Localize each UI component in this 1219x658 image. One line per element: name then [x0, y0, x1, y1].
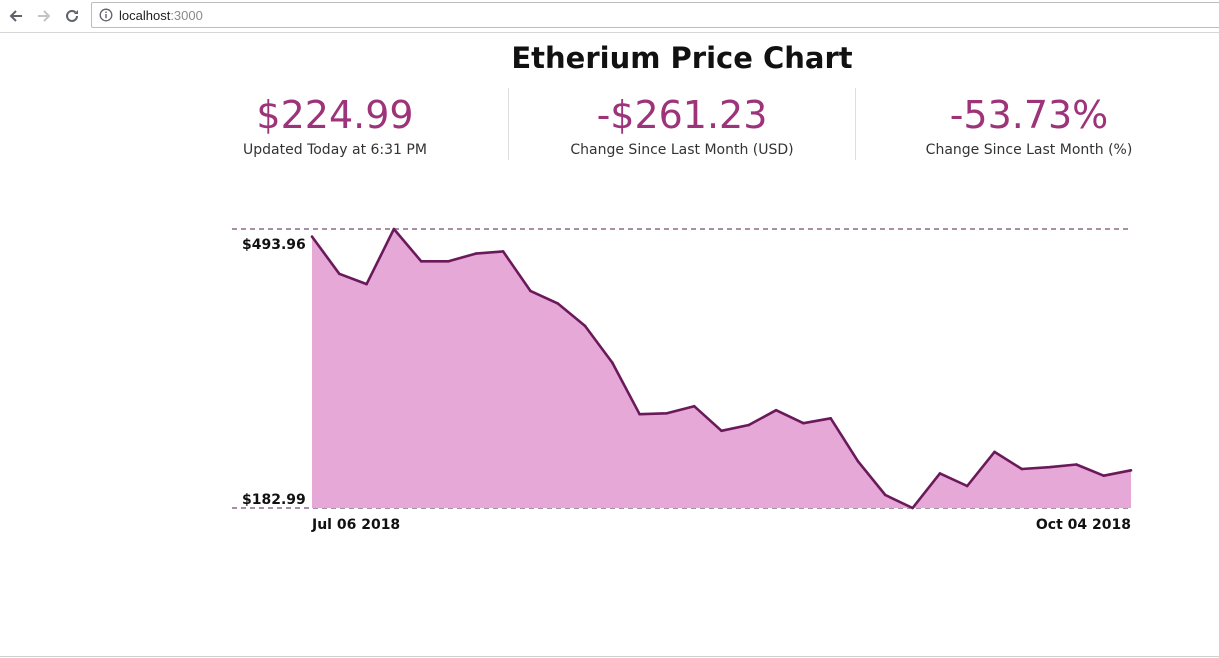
price-point	[1047, 465, 1051, 469]
price-point	[583, 324, 587, 328]
price-point	[884, 493, 887, 497]
price-point	[1020, 467, 1024, 471]
price-point	[365, 282, 368, 286]
price-point	[774, 408, 778, 412]
price-point	[911, 506, 914, 510]
price-point	[1129, 469, 1133, 472]
price-point	[1075, 463, 1078, 466]
price-points	[310, 227, 1133, 510]
price-point	[474, 252, 478, 255]
price-point	[419, 260, 423, 263]
price-point	[556, 302, 559, 305]
price-point	[692, 404, 696, 408]
price-point	[802, 421, 805, 425]
stat-value: $224.99	[256, 93, 414, 137]
stat-label: Change Since Last Month (%)	[925, 142, 1133, 158]
stat-divider	[855, 88, 856, 160]
price-point	[611, 361, 614, 364]
browser-toolbar: localhost:3000	[0, 0, 1219, 33]
price-point	[856, 460, 860, 463]
price-area	[312, 229, 1131, 508]
page-title: Etherium Price Chart	[511, 41, 853, 75]
price-point	[965, 484, 969, 488]
price-point	[720, 429, 723, 433]
price-point	[665, 412, 669, 415]
forward-button[interactable]	[33, 5, 55, 27]
price-point	[529, 289, 532, 293]
y-max-label: $493.96	[242, 237, 306, 253]
stat-change-usd: -$261.23 Change Since Last Month (USD)	[552, 90, 812, 159]
stat-label: Updated Today at 6:31 PM	[243, 142, 427, 158]
stat-current-price: $224.99 Updated Today at 6:31 PM	[235, 90, 435, 159]
arrow-left-icon	[9, 10, 22, 22]
x-start-label: Jul 06 2018	[311, 517, 400, 533]
x-end-label: Oct 04 2018	[1036, 517, 1131, 533]
reload-icon	[66, 9, 78, 22]
arrow-right-icon	[38, 10, 51, 22]
reload-button[interactable]	[61, 5, 83, 27]
price-point	[638, 412, 641, 416]
price-point	[938, 472, 942, 475]
page-bottom-border	[0, 656, 1219, 657]
info-circle-icon[interactable]	[99, 8, 113, 22]
price-point	[338, 272, 341, 276]
price-point	[501, 250, 505, 253]
price-point	[829, 417, 832, 420]
price-point	[993, 450, 996, 454]
url-port: :3000	[170, 8, 203, 23]
price-point	[447, 260, 450, 263]
price-point	[310, 235, 314, 238]
stat-change-percent: -53.73% Change Since Last Month (%)	[909, 90, 1149, 159]
stat-value: -53.73%	[949, 93, 1109, 137]
url-text[interactable]: localhost:3000	[119, 8, 203, 23]
price-point	[747, 423, 751, 427]
stat-divider	[508, 88, 509, 160]
price-point	[1102, 474, 1105, 478]
back-button[interactable]	[5, 5, 27, 27]
url-host: localhost	[119, 8, 171, 23]
price-point	[392, 227, 396, 231]
stat-value: -$261.23	[596, 93, 768, 137]
stat-label: Change Since Last Month (USD)	[570, 142, 794, 158]
y-min-label: $182.99	[242, 492, 306, 508]
address-bar[interactable]: localhost:3000	[91, 2, 1219, 28]
